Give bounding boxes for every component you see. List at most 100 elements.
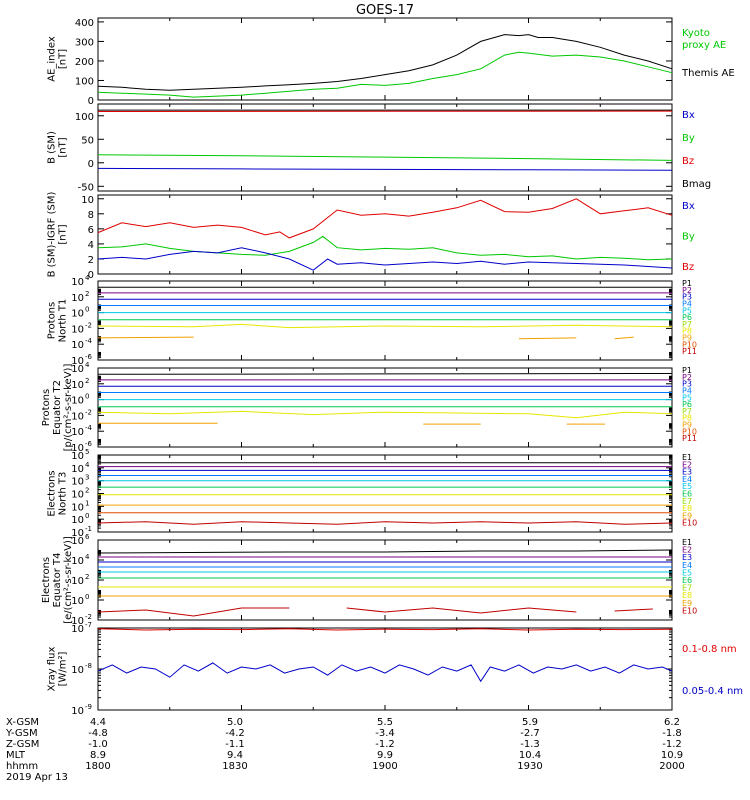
legend-entry: proxy AE xyxy=(682,40,726,51)
y-tick-label: 6 xyxy=(88,225,94,236)
footer-value: 5.5 xyxy=(377,717,393,728)
legend-entry: E2 xyxy=(682,460,692,469)
series-line-e10 xyxy=(97,521,673,525)
legend-entry: Bz xyxy=(682,156,694,167)
y-axis-label-line: [W/m²] xyxy=(58,651,69,686)
y-axis-label-line: North T3 xyxy=(58,472,69,516)
y-tick-label: 400 xyxy=(75,18,94,29)
y-tick-label: 10 xyxy=(71,490,84,501)
y-tick-exponent: -2 xyxy=(85,408,92,416)
legend-entry: E4 xyxy=(682,561,692,570)
y-tick-label: 10 xyxy=(71,706,84,717)
y-tick-exponent: -7 xyxy=(85,621,92,629)
series-line-p7 xyxy=(97,323,673,329)
legend-entry: 0.05-0.4 nm xyxy=(682,686,743,697)
legend-entry: Bx xyxy=(682,201,695,212)
footer-value: 10.4 xyxy=(519,750,541,761)
legend-entry: E5 xyxy=(682,482,692,491)
footer-value: 1830 xyxy=(222,761,247,772)
footer-value: 1900 xyxy=(372,761,397,772)
y-tick-exponent: -2 xyxy=(85,613,92,621)
legend-entry: P4 xyxy=(682,299,692,308)
legend-entry: 0.1-0.8 nm xyxy=(682,644,737,655)
y-axis-label-line: [p/(cm²-s-sr-keV)] xyxy=(63,364,74,452)
legend-entry: E8 xyxy=(682,504,692,513)
footer-value: -1.1 xyxy=(225,739,245,750)
legend-entry: Kyoto xyxy=(682,28,710,39)
y-tick-exponent: 4 xyxy=(85,553,90,561)
legend-entry: P1 xyxy=(682,279,692,288)
legend-entry: E10 xyxy=(682,606,697,615)
series-line-themis-ae xyxy=(97,34,673,91)
footer-value: 5.9 xyxy=(522,717,538,728)
footer-value: -1.3 xyxy=(520,739,540,750)
y-tick-label: 2 xyxy=(88,255,94,266)
y-tick-label: 10 xyxy=(71,528,84,539)
y-tick-exponent: 5 xyxy=(85,448,89,456)
footer-date: 2019 Apr 13 xyxy=(6,772,68,783)
panel-bsm: -50 0 50 100 B (SM) [nT] Bx By Bz Bmag xyxy=(47,103,711,193)
legend-entry: E6 xyxy=(682,576,692,585)
y-tick-label: 8 xyxy=(88,210,94,221)
footer-value: 6.2 xyxy=(664,717,680,728)
footer-value: 9.4 xyxy=(227,750,243,761)
y-tick-label: 10 xyxy=(71,556,84,567)
y-axis-label: Electrons North T3 xyxy=(47,470,69,516)
y-axis-label: B (SM)-IGRF (SM) [nT] xyxy=(47,192,69,278)
y-axis-label: Protons Equator T2 [p/(cm²-s-sr-keV)] xyxy=(41,364,74,452)
y-tick-label: 10 xyxy=(71,464,84,475)
series-line-e1 xyxy=(97,549,673,554)
legend-entry: P11 xyxy=(682,347,697,356)
y-tick-exponent: 4 xyxy=(85,361,90,369)
legend-entry: P6 xyxy=(682,400,692,409)
legend-entry: E4 xyxy=(682,475,692,484)
series-line-p8 xyxy=(98,423,662,424)
footer-value: 1800 xyxy=(85,761,110,772)
y-tick-exponent: 0 xyxy=(85,512,89,520)
y-tick-label: 50 xyxy=(81,135,94,146)
legend-entry: P10 xyxy=(682,340,697,349)
y-tick-exponent: 3 xyxy=(85,474,89,482)
legend-entry: P6 xyxy=(682,313,692,322)
y-tick-label: 10 xyxy=(81,195,94,206)
y-axis-label: Protons North T1 xyxy=(47,299,69,343)
legend-entry: Bz xyxy=(682,262,694,273)
y-tick-label: 10 xyxy=(71,477,84,488)
footer-label: hhmm xyxy=(6,761,38,772)
y-axis-label: Electrons Equator T4 [e/(cm²-s-sr-keV)] xyxy=(41,536,74,624)
y-tick-label: 0 xyxy=(88,270,94,281)
legend-entry: E7 xyxy=(682,497,692,506)
legend-entry: E9 xyxy=(682,511,692,520)
y-tick-exponent: 0 xyxy=(85,593,89,601)
y-tick-exponent: 2 xyxy=(85,487,89,495)
footer-value: 1930 xyxy=(517,761,542,772)
series-line-bx xyxy=(97,247,673,271)
y-tick-exponent: -2 xyxy=(85,321,92,329)
footer-value: -1.8 xyxy=(662,728,682,739)
footer-value: -4.8 xyxy=(88,728,108,739)
y-tick-label: 10 xyxy=(71,324,84,335)
y-tick-label: 10 xyxy=(71,576,84,587)
legend-entry: P1 xyxy=(682,366,692,375)
y-tick-exponent: -1 xyxy=(85,525,92,533)
y-tick-exponent: 0 xyxy=(85,306,89,314)
y-tick-label: 10 xyxy=(71,380,84,391)
panel-frame xyxy=(97,194,673,275)
y-tick-label: 10 xyxy=(71,536,84,547)
legend-entry: P9 xyxy=(682,334,692,343)
series-line-0-05-0-4-nm xyxy=(97,662,673,683)
y-tick-label: 10 xyxy=(71,427,84,438)
y-axis-label-line: Protons xyxy=(47,302,58,339)
legend-entry: P3 xyxy=(682,380,692,389)
series-line-by xyxy=(97,154,673,161)
y-axis-label: B (SM) [nT] xyxy=(47,131,69,164)
y-tick-exponent: -9 xyxy=(85,703,92,711)
y-tick-label: 10 xyxy=(71,340,84,351)
y-tick-exponent: 2 xyxy=(85,290,89,298)
y-axis-label-line: [e/(cm²-s-sr-keV)] xyxy=(63,536,74,624)
y-tick-label: 10 xyxy=(71,277,84,288)
